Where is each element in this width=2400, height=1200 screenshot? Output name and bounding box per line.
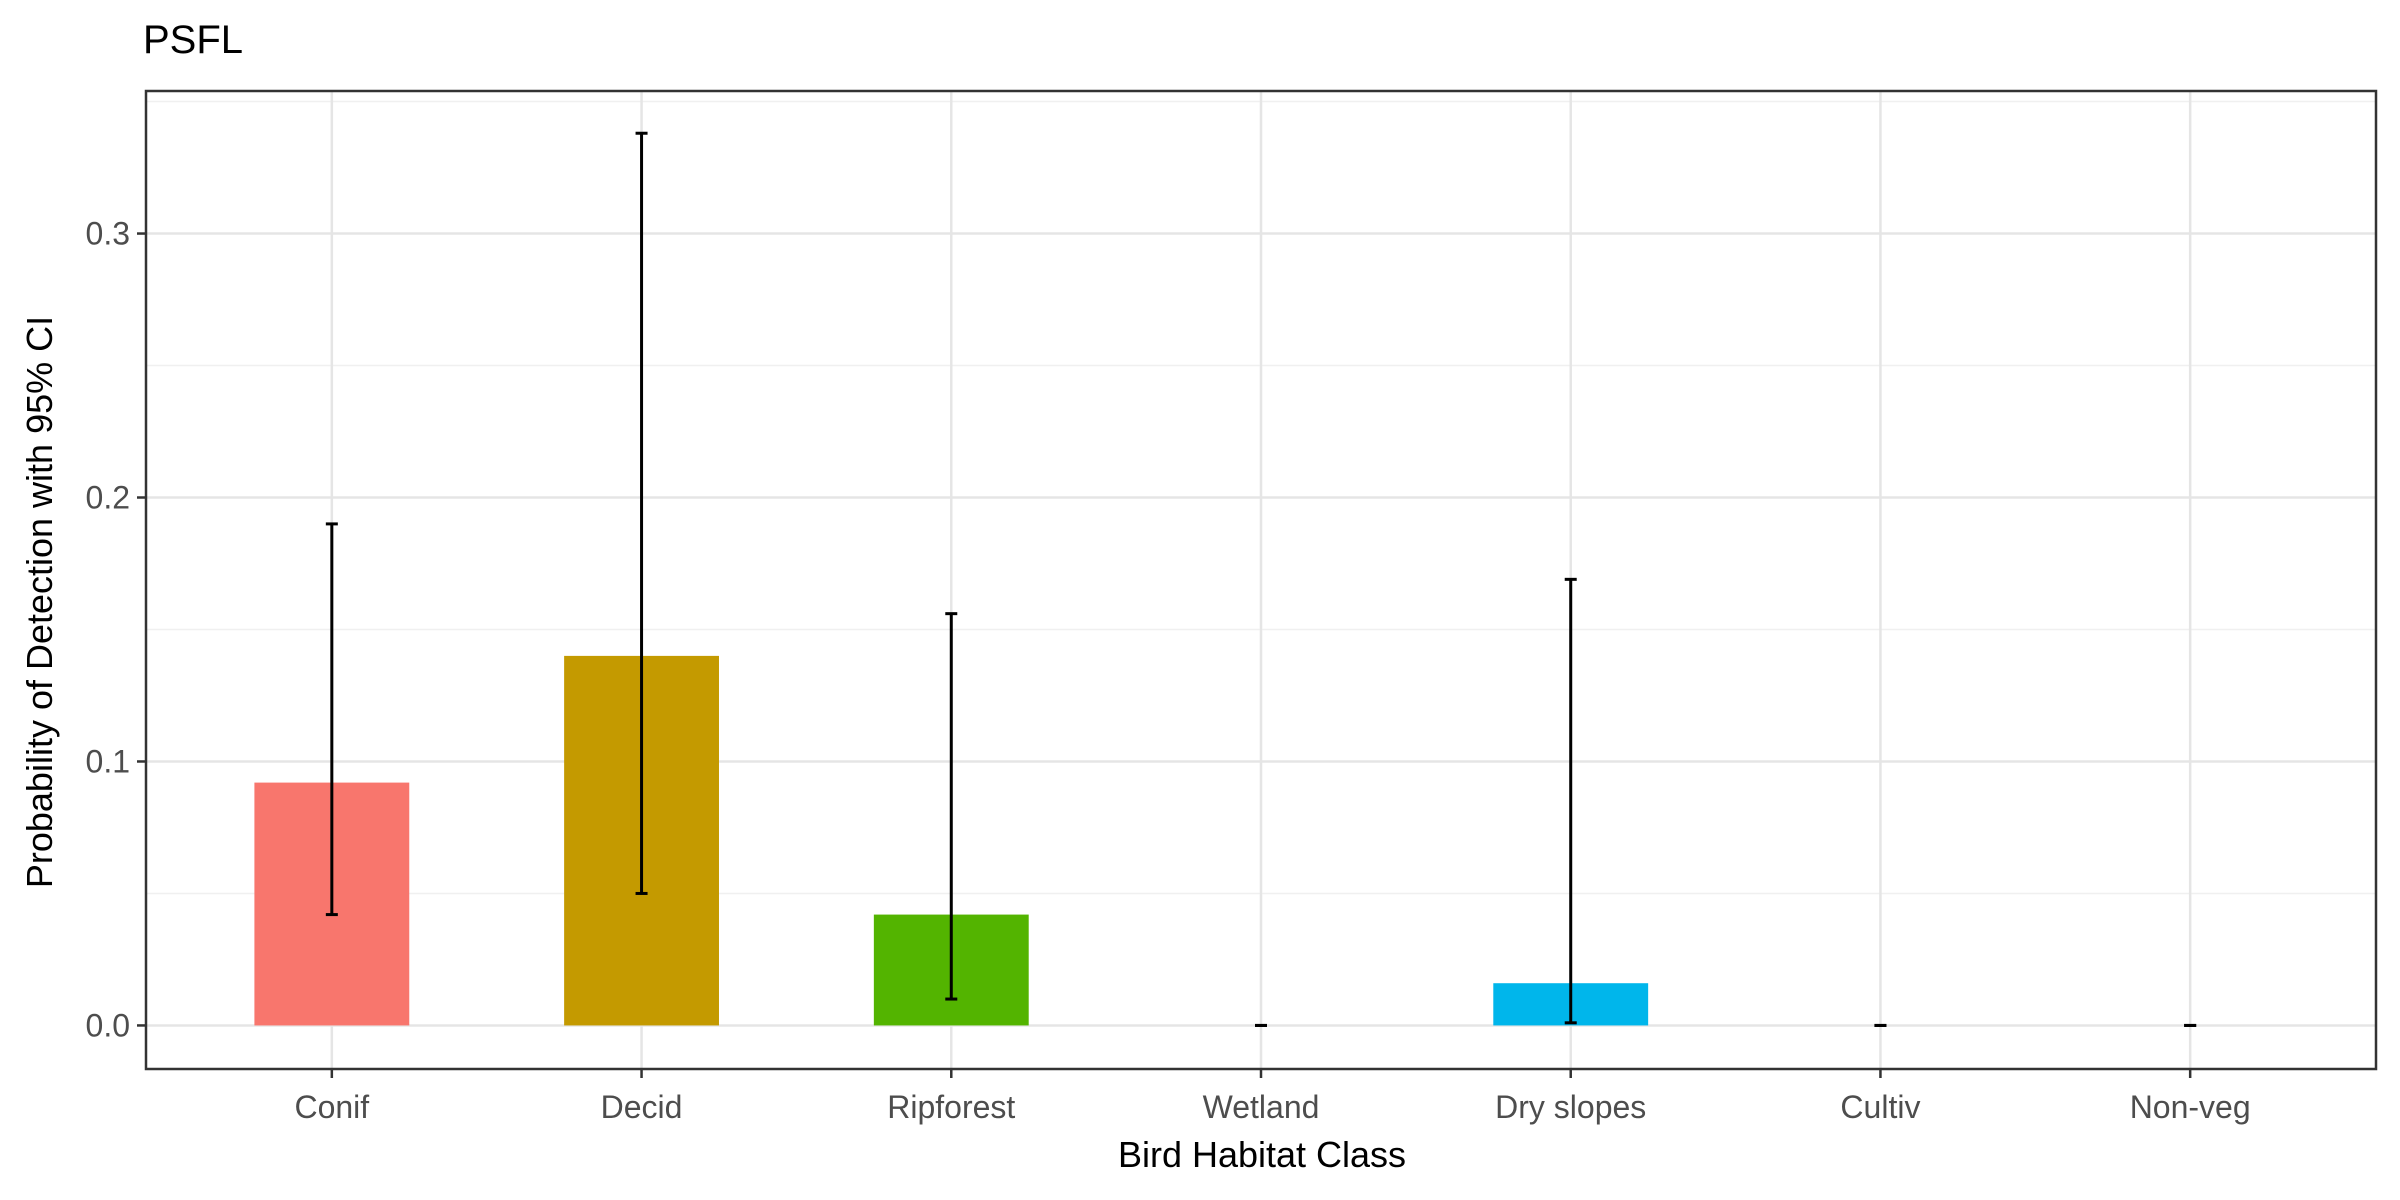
y-tick-label: 0.1 — [86, 743, 130, 779]
x-tick-label: Cultiv — [1840, 1089, 1920, 1125]
chart-title: PSFL — [143, 18, 244, 62]
y-tick-label: 0.0 — [86, 1007, 130, 1043]
x-tick-label: Decid — [601, 1089, 683, 1125]
x-tick-label: Ripforest — [887, 1089, 1015, 1125]
x-tick-label: Dry slopes — [1495, 1089, 1646, 1125]
y-tick-label: 0.3 — [86, 216, 130, 252]
x-tick-label: Wetland — [1203, 1089, 1320, 1125]
x-tick-label: Conif — [294, 1089, 369, 1125]
y-tick-label: 0.2 — [86, 480, 130, 516]
x-tick-label: Non-veg — [2130, 1089, 2251, 1125]
x-axis-label: Bird Habitat Class — [1117, 1134, 1407, 1175]
